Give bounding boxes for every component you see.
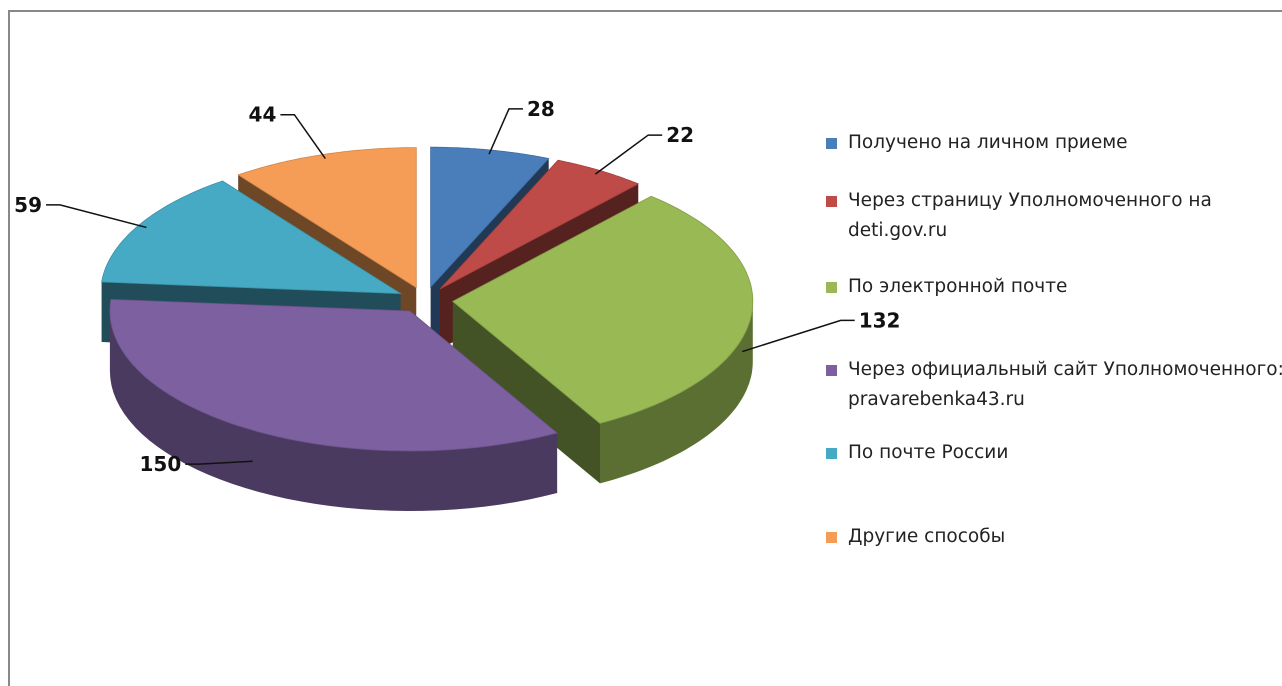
- chart-frame: [8, 10, 1282, 686]
- legend-swatch: [826, 448, 837, 459]
- slice: [109, 298, 558, 452]
- data-label: 132: [859, 308, 901, 332]
- legend-swatch: [826, 365, 837, 376]
- slice-wall: [600, 301, 753, 484]
- legend-label: По почте России: [848, 442, 1009, 463]
- legend-swatch: [826, 138, 837, 149]
- legend-label: Через официальный сайт Уполномоченного: …: [848, 359, 1282, 410]
- slice-wall: [109, 311, 558, 511]
- leader-line: [185, 460, 253, 465]
- legend-item: По электронной почте: [826, 272, 1282, 302]
- leader-line: [280, 113, 326, 160]
- legend-item: Через официальный сайт Уполномоченного: …: [826, 355, 1282, 415]
- legend-label: По электронной почте: [848, 276, 1068, 297]
- leader-line: [742, 319, 855, 353]
- leader-line: [46, 204, 147, 229]
- legend-item: По почте России: [826, 438, 1282, 468]
- legend-item: Получено на личном приеме: [826, 128, 1282, 158]
- data-label: 28: [527, 97, 555, 121]
- legend-label: Через страницу Уполномоченного на deti.g…: [848, 190, 1212, 241]
- leader-line: [488, 108, 523, 155]
- data-label: 150: [139, 452, 181, 476]
- data-label: 22: [666, 123, 694, 147]
- legend-label: Получено на личном приеме: [848, 132, 1128, 153]
- legend-swatch: [826, 196, 837, 207]
- legend-swatch: [826, 282, 837, 293]
- legend-item: Другие способы: [826, 522, 1282, 552]
- legend-swatch: [826, 532, 837, 543]
- slice-side: [452, 301, 601, 484]
- data-label: 59: [14, 193, 42, 217]
- legend-label: Другие способы: [848, 526, 1006, 547]
- data-label: 44: [249, 103, 277, 127]
- leader-line: [594, 134, 663, 175]
- legend-item: Через страницу Уполномоченного на deti.g…: [826, 186, 1282, 246]
- slice: [452, 195, 754, 424]
